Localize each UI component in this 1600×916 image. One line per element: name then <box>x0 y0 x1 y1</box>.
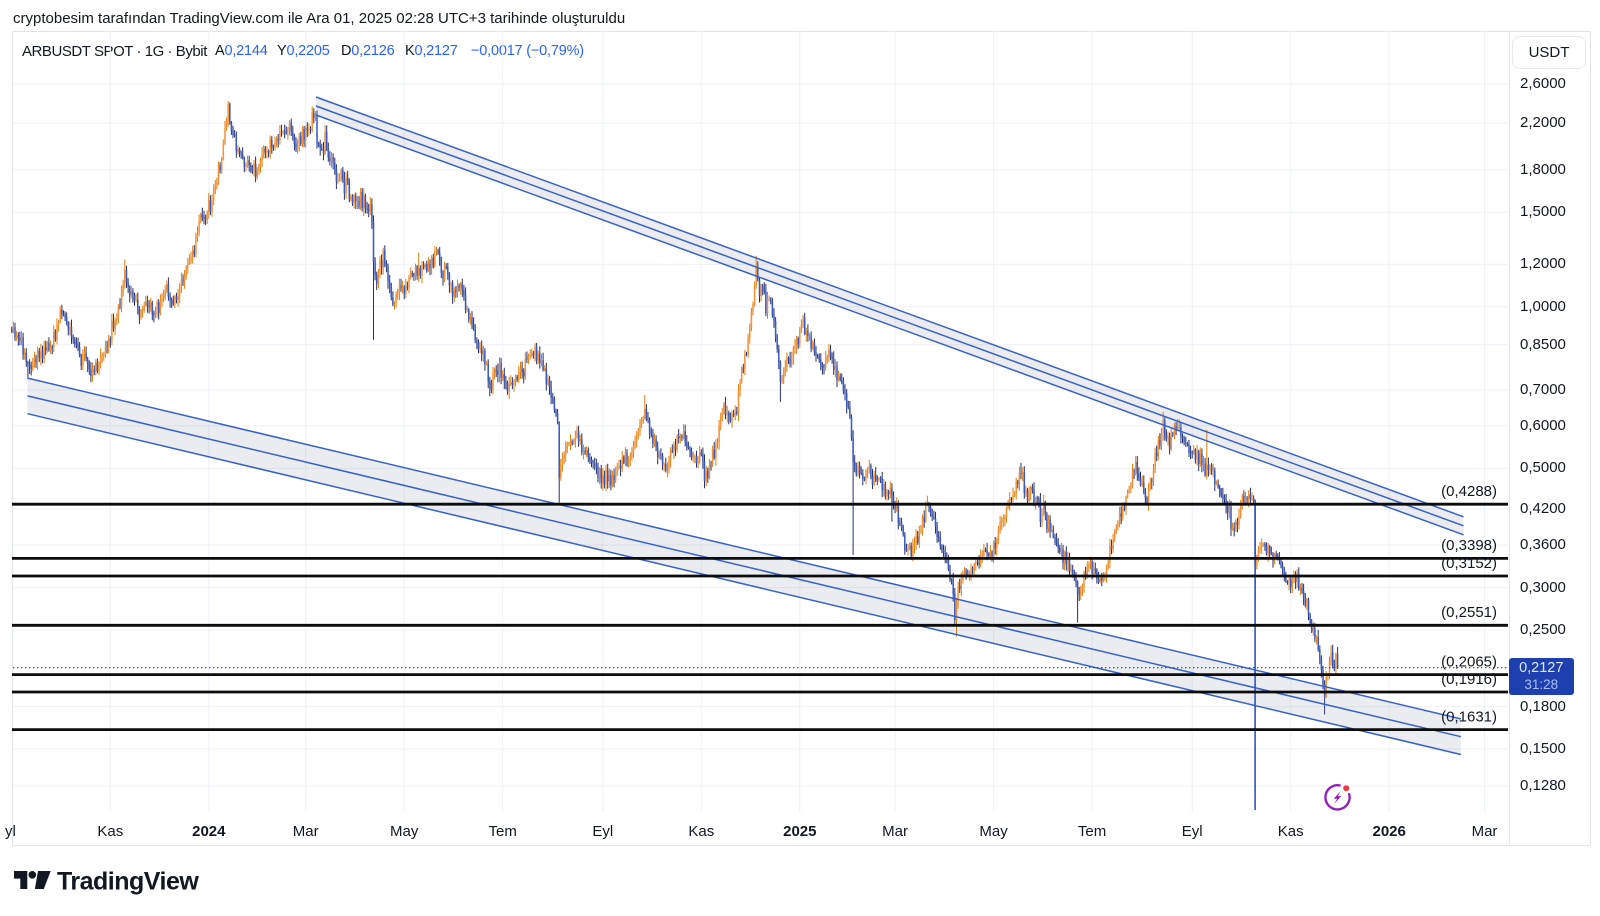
svg-text:(0,2551): (0,2551) <box>1441 604 1497 621</box>
svg-text:(0,3152): (0,3152) <box>1441 555 1497 572</box>
svg-text:(0,1631): (0,1631) <box>1441 708 1497 725</box>
svg-text:TradingView: TradingView <box>57 868 199 896</box>
svg-text:(0,1916): (0,1916) <box>1441 671 1497 688</box>
svg-text:(0,4288): (0,4288) <box>1441 483 1497 500</box>
svg-text:(0,3398): (0,3398) <box>1441 537 1497 554</box>
svg-text:(0,2065): (0,2065) <box>1441 653 1497 670</box>
